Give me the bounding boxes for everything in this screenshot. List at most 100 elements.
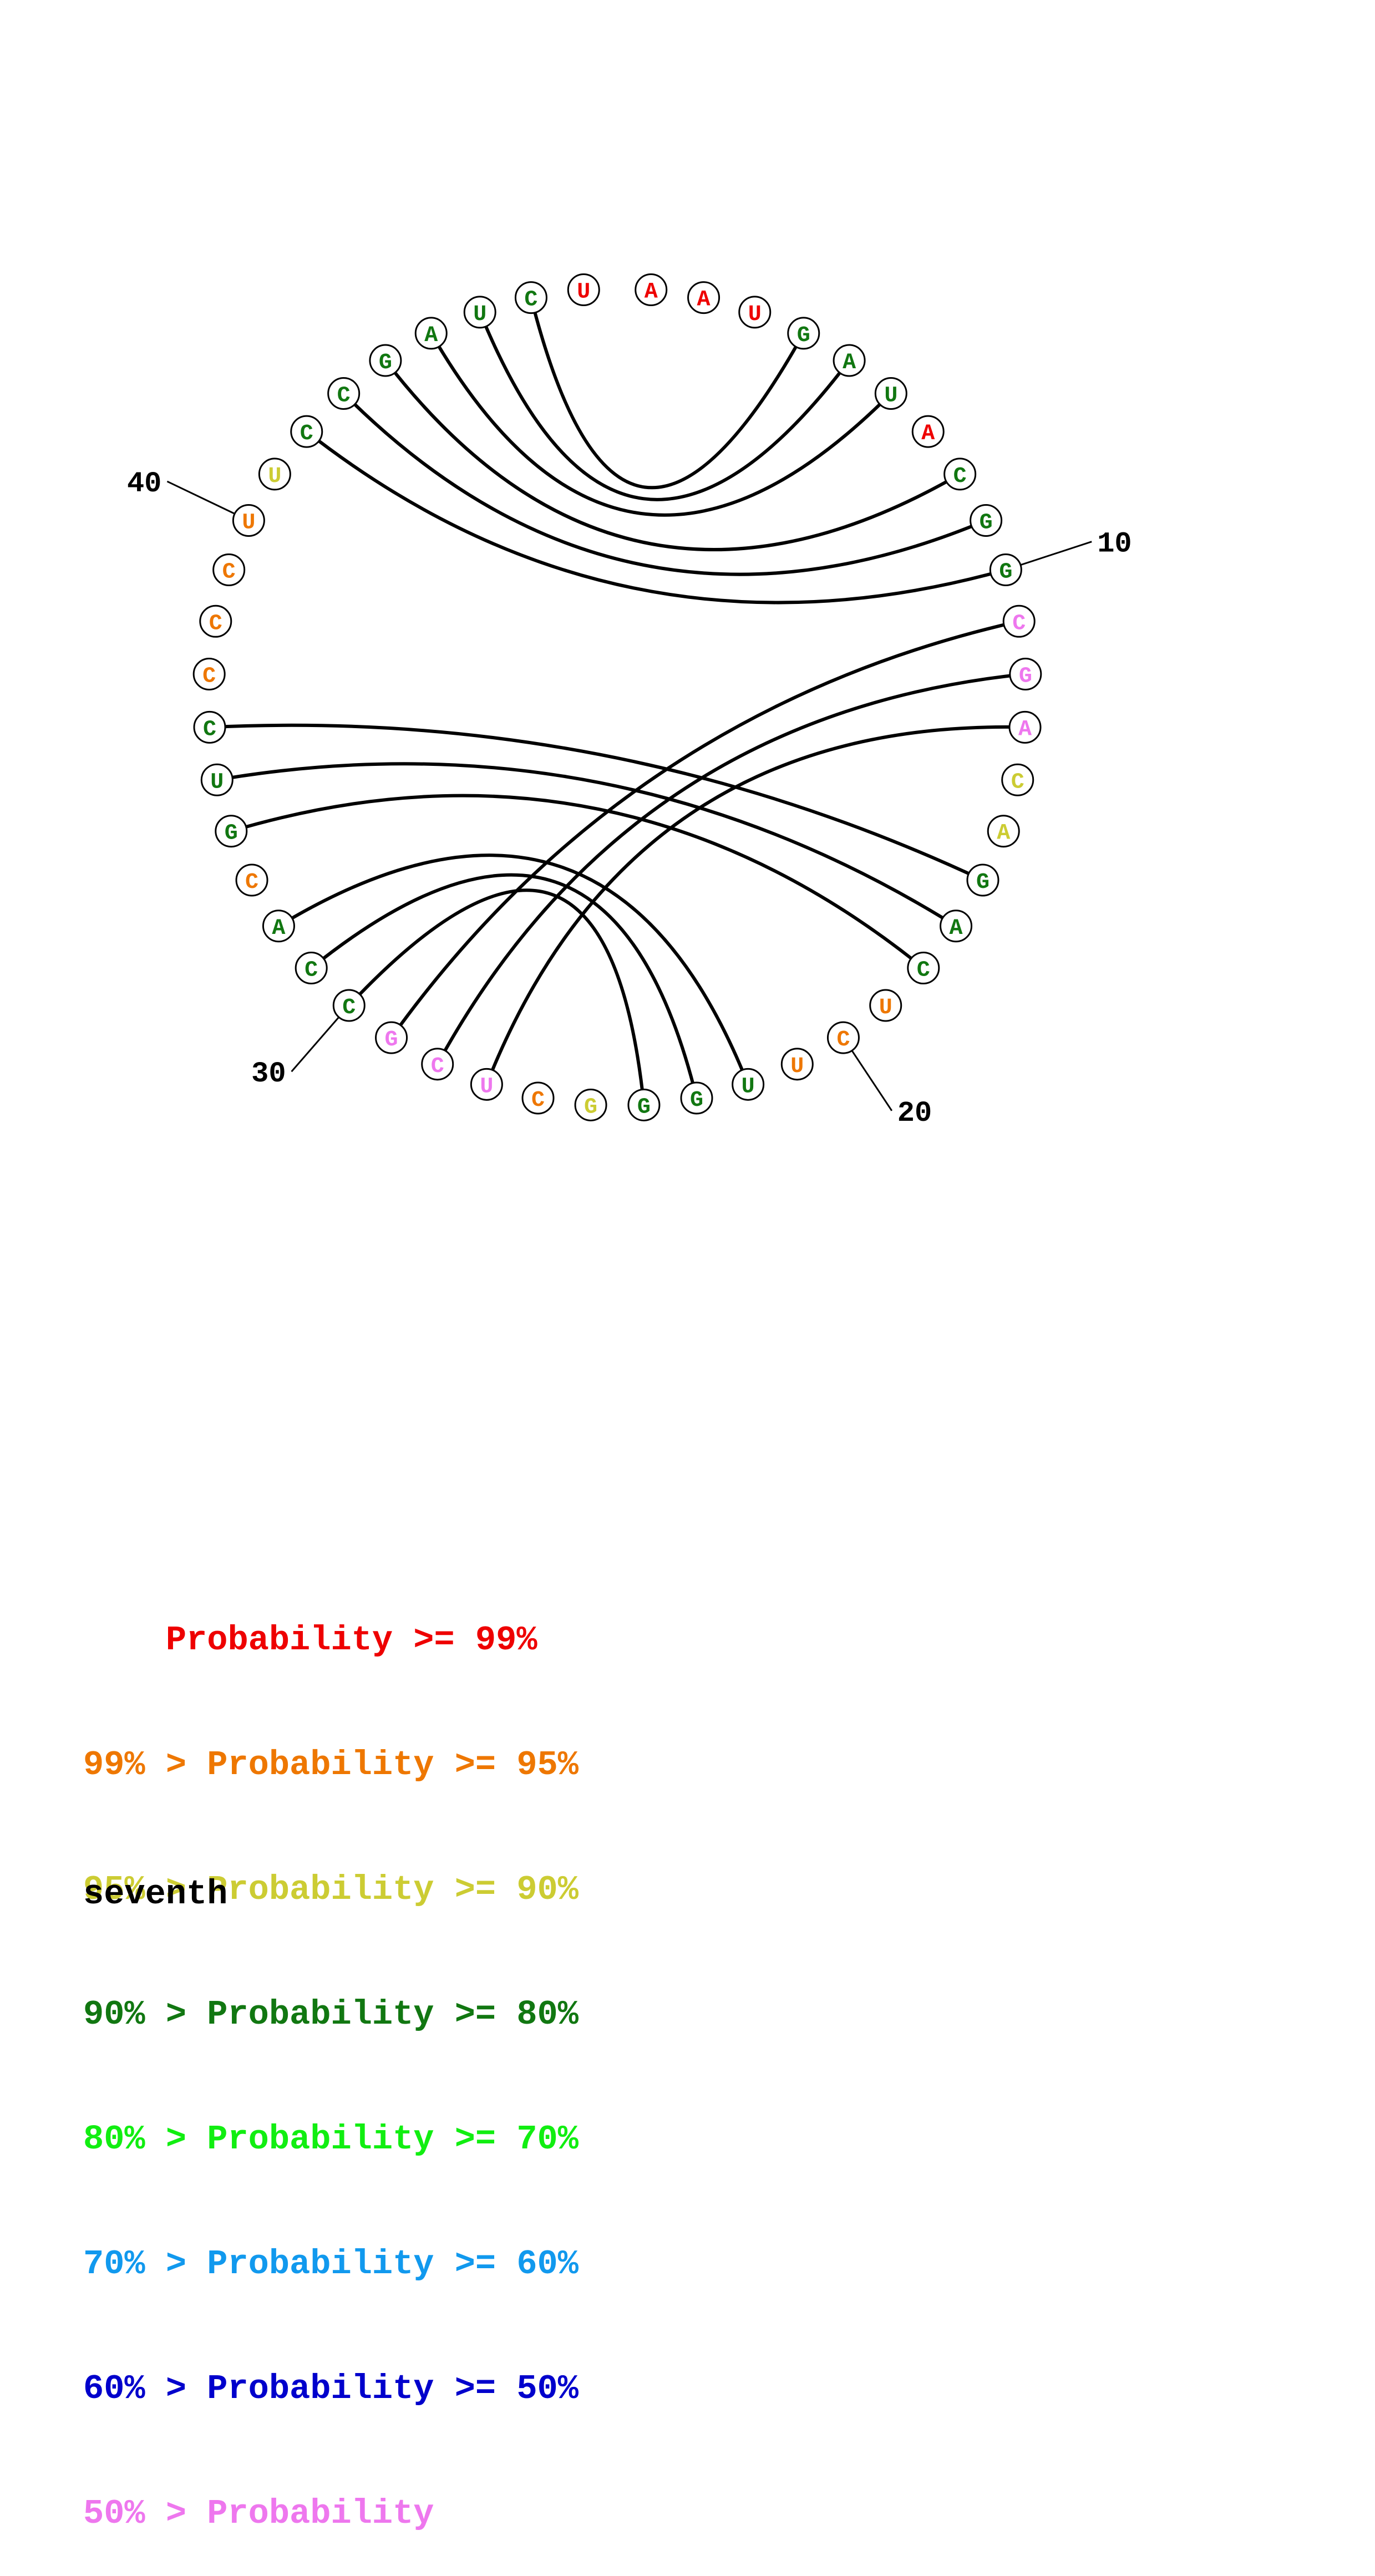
nucleotide-33: C (235, 863, 268, 897)
nucleotide-6: U (874, 377, 907, 410)
nucleotide-circle (332, 989, 366, 1022)
base-pair-arc-24-30 (348, 888, 646, 1105)
nucleotide-circle (687, 281, 721, 314)
nucleotide-base: G (797, 323, 810, 348)
nucleotide-base: C (917, 958, 930, 983)
index-tick-30 (291, 1017, 340, 1073)
nucleotide-circle (869, 989, 902, 1022)
nucleotide-base: U (210, 770, 224, 795)
nucleotide-base: C (953, 464, 967, 489)
nucleotide-circle (966, 863, 999, 897)
nucleotide-13: A (1008, 710, 1042, 744)
nucleotide-40: U (232, 504, 265, 537)
nucleotide-circle (470, 1068, 503, 1101)
base-pair-arc-23-31 (310, 873, 698, 1099)
nucleotide-circle (232, 504, 265, 537)
nucleotide-base: G (385, 1028, 398, 1053)
nucleotide-circle (680, 1081, 713, 1115)
nucleotide-circle (943, 458, 977, 491)
nucleotide-circle (940, 910, 973, 943)
nucleotide-base: U (748, 302, 762, 327)
nucleotide-base: U (790, 1054, 804, 1079)
nucleotide-circle (567, 273, 600, 307)
nucleotide-circle (738, 296, 772, 329)
base-pair-arc-8-44 (384, 359, 961, 552)
nucleotide-circle (989, 553, 1022, 586)
nucleotide-circle (199, 604, 232, 638)
nucleotide-circle (787, 317, 820, 350)
nucleotide-base: C (1012, 611, 1026, 636)
nucleotide-circle (970, 504, 1003, 537)
nucleotide-circle (514, 281, 547, 314)
nucleotide-base: C (524, 288, 537, 313)
nucleotide-base: U (577, 280, 590, 305)
structure-title: seventh (83, 1874, 228, 1914)
legend-row-p80: 90% > Probability >= 80% (83, 1995, 579, 2034)
base-pair-arc-13-27 (485, 725, 1026, 1085)
nucleotide-base: C (342, 995, 356, 1020)
nucleotide-base: A (1018, 717, 1032, 742)
nucleotide-7: A (911, 415, 945, 448)
base-pair-arc-9-43 (342, 392, 987, 576)
nucleotide-circle (369, 344, 402, 377)
nucleotide-circle (907, 952, 940, 985)
nucleotides: A AUGAUACGGCGACAGACUCUUGGGCUCGCCACGUCCCCU… (192, 273, 1042, 1121)
nucleotide-34: G (215, 815, 248, 848)
nucleotide-base: C (531, 1088, 545, 1113)
nucleotide-base: C (209, 611, 222, 636)
nucleotide-28: C (421, 1048, 454, 1081)
nucleotide-circle (414, 317, 448, 350)
nucleotide-circle (911, 415, 945, 448)
nucleotide-base: C (203, 717, 216, 742)
nucleotide-12: G (1009, 657, 1042, 690)
nucleotide-27: U (470, 1068, 503, 1101)
nucleotide-circle (212, 553, 246, 586)
legend-row-p90: 95% > Probability >= 90% (83, 1870, 579, 1909)
nucleotide-46: U (463, 296, 496, 329)
index-tick-10 (1020, 541, 1092, 566)
nucleotide-base: U (268, 464, 281, 489)
base-pair-arc-6-45 (429, 332, 892, 517)
base-pair-arc-17-35 (216, 762, 957, 928)
base-pair-arc-18-34 (230, 794, 925, 969)
nucleotide-15: A (987, 815, 1020, 848)
index-ticks: 10 20 30 40 (127, 468, 1132, 1130)
nucleotide-circle (235, 863, 268, 897)
nucleotide-circle (874, 377, 907, 410)
nucleotide-circle (627, 1088, 661, 1121)
base-pair-arc-12-28 (436, 672, 1026, 1065)
nucleotide-22: U (732, 1068, 765, 1101)
nucleotide-16: G (966, 863, 999, 897)
base-pair-arc-10-42 (305, 430, 1007, 604)
nucleotide-24: G (627, 1088, 661, 1121)
nucleotide-base: G (690, 1088, 703, 1113)
base-pair-arcs (209, 297, 1026, 1105)
nucleotide-circle (192, 657, 226, 690)
nucleotide-base: U (742, 1074, 755, 1099)
nucleotide-30: C (332, 989, 366, 1022)
legend-row-p99: Probability >= 99% (83, 1620, 537, 1660)
index-label-10: 10 (1097, 528, 1132, 561)
nucleotide-45: A (414, 317, 448, 350)
nucleotide-base: U (473, 302, 486, 327)
nucleotide-base: C (836, 1028, 850, 1053)
nucleotide-base: U (884, 383, 897, 408)
nucleotide-base: A (697, 288, 711, 313)
nucleotide-base: G (637, 1095, 651, 1120)
nucleotide-circle (258, 458, 291, 491)
index-label-40: 40 (127, 468, 161, 500)
nucleotide-circle (732, 1068, 765, 1101)
nucleotide-circle (833, 344, 866, 377)
nucleotide-35: U (200, 763, 234, 796)
nucleotide-circle (262, 910, 295, 943)
nucleotide-base: C (1011, 770, 1024, 795)
nucleotide-circle (635, 273, 668, 307)
nucleotide-14: C (1001, 763, 1034, 796)
nucleotide-base: A (843, 350, 856, 375)
legend-row-p60: 70% > Probability >= 60% (83, 2244, 579, 2284)
probability-legend: Probability >= 99% 99% > Probability >= … (83, 1536, 579, 2576)
nucleotide-circle (463, 296, 496, 329)
nucleotide-base: C (245, 870, 258, 895)
nucleotide-circle (987, 815, 1020, 848)
